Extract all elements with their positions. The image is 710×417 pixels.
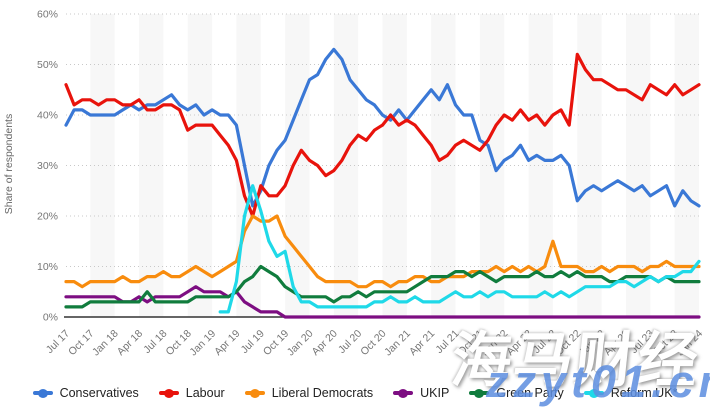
legend-label: Green Party	[496, 386, 564, 400]
y-axis-title: Share of respondents	[3, 113, 15, 215]
y-tick-label: 30%	[37, 160, 58, 172]
series-line-ukip	[64, 285, 701, 319]
x-tick-label: Jan 20	[285, 328, 316, 359]
series-line-conservatives	[64, 47, 701, 208]
x-tick-label: Apr 22	[504, 328, 534, 358]
legend-marker-reform-uk	[583, 388, 604, 398]
y-tick-label: 40%	[37, 110, 58, 122]
legend-marker-green-party	[469, 388, 490, 398]
legend: Conservatives Labour Liberal Democrats UKIP…	[0, 386, 710, 400]
x-tick-label: Oct 18	[163, 328, 193, 358]
legend-label: UKIP	[420, 386, 450, 400]
series-line-labour	[64, 52, 701, 218]
legend-label: Reform UK*	[610, 386, 678, 400]
quarter-band	[528, 14, 553, 317]
x-tick-label: Oct 23	[650, 328, 680, 358]
x-tick-label: Apr 18	[115, 328, 145, 358]
quarter-band	[187, 14, 213, 317]
series-line-liberal-democrats	[64, 214, 701, 289]
legend-marker-liberal-democrats	[244, 388, 265, 398]
legend-label: Conservatives	[59, 386, 139, 400]
x-tick-label: Oct 20	[358, 328, 388, 358]
x-tick-label: Oct 17	[66, 328, 96, 358]
legend-label: Liberal Democrats	[271, 386, 374, 400]
x-tick-label: Apr 20	[310, 328, 340, 358]
x-tick-label: Oct 22	[553, 328, 583, 358]
legend-item-labour[interactable]: Labour	[158, 386, 225, 400]
legend-item-liberal-democrats[interactable]: Liberal Democrats	[244, 386, 374, 400]
y-tick-label: 60%	[37, 9, 58, 21]
x-tick-label: Oct 21	[456, 328, 486, 358]
legend-marker-labour	[158, 388, 179, 398]
x-tick-label: Jan 24	[674, 328, 705, 359]
series-line-reform-uk	[218, 184, 701, 314]
quarter-band	[139, 14, 164, 317]
y-tick-label: 20%	[37, 211, 58, 223]
quarter-band	[236, 14, 261, 317]
legend-marker-ukip	[393, 388, 414, 398]
series-line-green-party	[64, 264, 701, 309]
x-tick-label: Jan 18	[90, 328, 121, 359]
legend-item-green-party[interactable]: Green Party	[469, 386, 564, 400]
quarter-band	[431, 14, 456, 317]
x-tick-label: Jan 23	[577, 328, 608, 359]
legend-item-conservatives[interactable]: Conservatives	[32, 386, 139, 400]
x-tick-label: Jan 19	[187, 328, 218, 359]
legend-item-ukip[interactable]: UKIP	[393, 386, 449, 400]
y-tick-label: 0%	[43, 312, 58, 324]
x-tick-label: Jan 22	[480, 328, 511, 359]
x-tick-label: Oct 19	[261, 328, 291, 358]
x-tick-label: Apr 23	[602, 328, 632, 358]
x-tick-label: Apr 21	[407, 328, 437, 358]
y-tick-label: 10%	[37, 261, 58, 273]
legend-marker-conservatives	[32, 388, 53, 398]
legend-item-reform-uk[interactable]: Reform UK*	[583, 386, 678, 400]
x-tick-label: Jan 21	[382, 328, 413, 359]
legend-label: Labour	[185, 386, 225, 400]
y-tick-label: 50%	[37, 59, 58, 71]
x-tick-label: Apr 19	[212, 328, 242, 358]
